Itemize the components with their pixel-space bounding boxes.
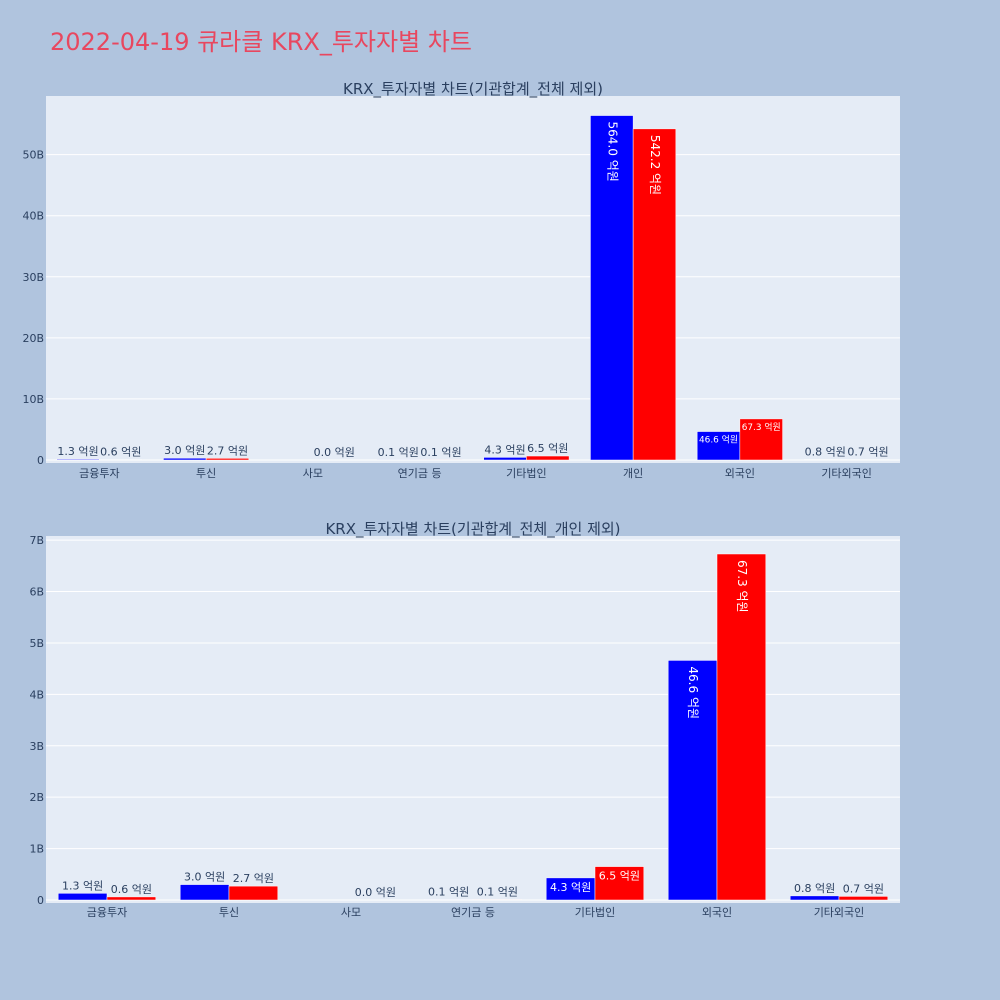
bar-value-label: 0.8 억원 (805, 446, 846, 459)
x-tick-label: 금융투자 (87, 906, 127, 919)
x-tick-label: 금융투자 (79, 467, 119, 480)
bar-value-label: 564.0 억원 (605, 122, 619, 182)
x-tick-label: 투신 (196, 467, 216, 480)
bar-buy (483, 457, 527, 461)
chart-investor-excluding-institutions: KRX_투자자별 차트(기관합계_전체 제외) 0 10B 20B 30B 40B 50B 1… (22, 80, 900, 480)
x-tick-label: 기타외국인 (814, 906, 865, 919)
chart-title: KRX_투자자별 차트(기관합계_전체_개인 제외) (325, 520, 620, 539)
bar-value-label: 3.0 억원 (164, 444, 205, 457)
y-tick-label: 3B (29, 740, 44, 753)
bar-value-label: 0.0 억원 (314, 446, 355, 459)
bar-sell (838, 896, 889, 901)
bar-value-label: 0.7 억원 (843, 882, 884, 895)
bar-buy (179, 884, 230, 901)
bar-value-label: 4.3 억원 (550, 881, 591, 894)
bar-value-label: 2.7 억원 (207, 444, 248, 457)
bar-buy (423, 899, 474, 901)
chart-investor-excluding-individuals: KRX_투자자별 차트(기관합계_전체_개인 제외) 0 1B 2B 3B 4B 5B 6B 7… (29, 520, 900, 919)
x-tick-label: 투신 (219, 906, 239, 919)
bar-buy (56, 458, 100, 461)
x-tick-label: 기타외국인 (821, 467, 872, 480)
bar-value-label: 3.0 억원 (184, 871, 225, 884)
x-tick-label: 연기금 등 (398, 467, 442, 480)
y-tick-label: 50B (22, 149, 44, 162)
bar-buy (789, 895, 840, 901)
y-tick-label: 40B (22, 210, 44, 223)
bar-value-label: 1.3 억원 (62, 879, 103, 892)
x-tick-label: 외국인 (702, 906, 732, 919)
x-tick-label: 사모 (341, 906, 361, 919)
y-tick-label: 6B (29, 586, 44, 599)
bar-buy (57, 893, 108, 901)
x-tick-label: 외국인 (725, 467, 755, 480)
y-tick-label: 0 (37, 454, 44, 467)
bar-sell (739, 418, 783, 461)
bar-buy (163, 457, 207, 461)
y-tick-label: 30B (22, 271, 44, 284)
bar-value-label: 0.1 억원 (428, 885, 469, 898)
bar-value-label: 1.3 억원 (57, 445, 98, 458)
bar-sell (716, 553, 767, 901)
chart-title: KRX_투자자별 차트(기관합계_전체 제외) (343, 80, 603, 99)
plot-area (46, 96, 900, 463)
bar-value-label: 0.1 억원 (477, 885, 518, 898)
y-tick-label: 10B (22, 393, 44, 406)
bar-value-label: 46.6 억원 (686, 666, 700, 719)
bar-sell (472, 899, 523, 901)
y-tick-label: 4B (29, 688, 44, 701)
bar-value-label: 0.6 억원 (111, 883, 152, 896)
bar-sell (526, 455, 570, 461)
bar-value-label: 4.3 억원 (484, 443, 525, 456)
x-tick-label: 사모 (303, 467, 323, 480)
bar-value-label: 0.8 억원 (794, 882, 835, 895)
page-title: 2022-04-19 큐라클 KRX_투자자별 차트 (50, 28, 472, 56)
x-tick-label: 개인 (623, 467, 643, 480)
bar-buy (590, 115, 634, 461)
bar-value-label: 0.1 억원 (420, 446, 461, 459)
bar-value-label: 6.5 억원 (599, 870, 640, 883)
bar-value-label: 67.3 억원 (742, 421, 781, 433)
y-tick-label: 7B (29, 534, 44, 547)
bar-value-label: 0.1 억원 (378, 446, 419, 459)
y-tick-label: 20B (22, 332, 44, 345)
bar-value-label: 0.0 억원 (355, 886, 396, 899)
bar-value-label: 0.6 억원 (100, 446, 141, 459)
y-tick-label: 1B (29, 843, 44, 856)
x-tick-label: 기타법인 (575, 906, 615, 919)
bar-buy (667, 660, 718, 901)
bar-value-label: 6.5 억원 (527, 442, 568, 455)
bar-value-label: 542.2 억원 (648, 135, 662, 195)
x-tick-label: 연기금 등 (451, 906, 495, 919)
bar-value-label: 0.7 억원 (847, 446, 888, 459)
x-tick-label: 기타법인 (506, 467, 546, 480)
bar-sell (594, 866, 645, 901)
bar-value-label: 46.6 억원 (699, 433, 738, 445)
y-tick-label: 0 (37, 894, 44, 907)
bar-sell (205, 458, 250, 461)
bar-sell (228, 885, 279, 901)
bar-sell (632, 128, 677, 461)
y-tick-label: 5B (29, 637, 44, 650)
bar-value-label: 67.3 억원 (735, 560, 749, 613)
bar-value-label: 2.7 억원 (233, 872, 274, 885)
bar-sell (106, 896, 157, 901)
y-tick-label: 2B (29, 791, 44, 804)
